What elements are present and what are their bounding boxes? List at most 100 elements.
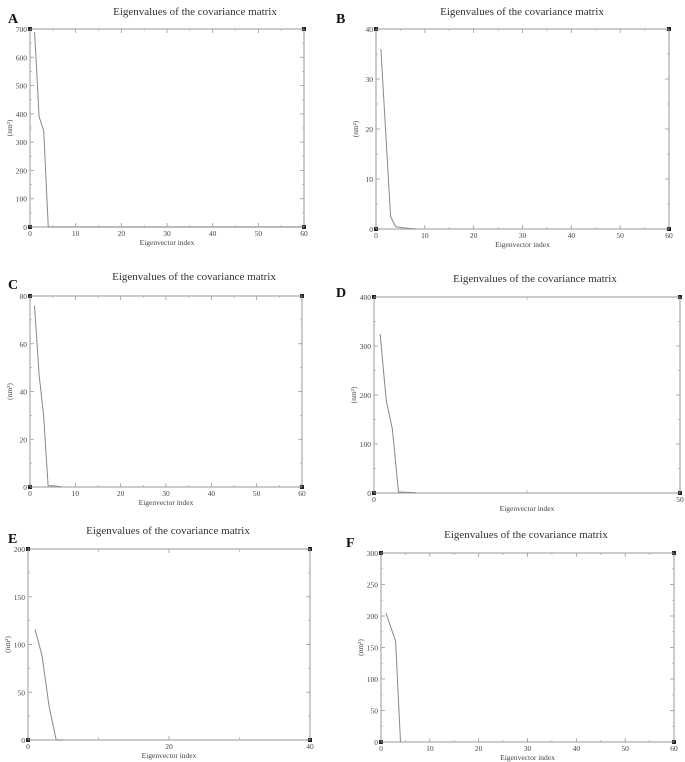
chart-title: Eigenvalues of the covariance matrix (113, 6, 277, 18)
x-tick-label: 20 (470, 231, 478, 240)
x-axis-label: Eigenvector index (495, 240, 550, 249)
x-tick-label: 40 (209, 229, 217, 238)
plot-frame (29, 28, 305, 228)
y-tick-label: 100 (367, 675, 379, 684)
y-axis-label: (nm²) (5, 383, 14, 400)
y-tick-label: 20 (20, 435, 28, 444)
x-tick-label: 20 (165, 742, 173, 751)
x-tick-label: 60 (298, 489, 306, 498)
x-tick-label: 20 (118, 229, 126, 238)
eigenvalue-line (379, 333, 417, 494)
x-tick-label: 0 (28, 229, 32, 238)
panel-letter: C (8, 278, 18, 293)
x-tick-label: 40 (568, 231, 576, 240)
y-tick-label: 40 (366, 25, 374, 34)
y-tick-label: 100 (14, 641, 26, 650)
x-axis-label: Eigenvector index (500, 753, 555, 762)
x-tick-label: 10 (72, 229, 80, 238)
y-tick-label: 0 (374, 738, 378, 747)
y-tick-label: 0 (23, 223, 27, 232)
y-tick-label: 0 (367, 489, 371, 498)
x-tick-label: 10 (421, 231, 429, 240)
plot-frame (373, 296, 681, 494)
y-axis-label: (nm²) (3, 636, 12, 653)
y-tick-label: 200 (14, 545, 26, 554)
panel-letter: A (8, 12, 19, 27)
y-tick-label: 0 (21, 736, 25, 745)
y-tick-label: 50 (18, 688, 26, 697)
eigenvalue-line (34, 629, 64, 741)
x-tick-label: 0 (26, 742, 30, 751)
y-tick-label: 250 (367, 581, 379, 590)
x-tick-label: 20 (117, 489, 125, 498)
chart-title: Eigenvalues of the covariance matrix (112, 271, 276, 283)
x-tick-label: 50 (621, 744, 629, 753)
x-tick-label: 40 (573, 744, 581, 753)
y-tick-label: 200 (367, 612, 379, 621)
panel-e: E Eigenvalues of the covariance matrix 0 50… (3, 525, 314, 760)
x-tick-label: 10 (426, 744, 434, 753)
y-tick-label: 0 (23, 483, 27, 492)
panel-b: B Eigenvalues of the covariance matrix 0 10… (336, 6, 673, 249)
y-tick-label: 300 (16, 138, 28, 147)
x-axis-label: Eigenvector index (142, 751, 197, 760)
y-axis-label: (nm²) (349, 386, 358, 403)
y-tick-label: 200 (360, 391, 372, 400)
x-tick-label: 10 (72, 489, 80, 498)
eigenvalue-line (34, 305, 62, 488)
y-tick-label: 60 (20, 340, 28, 349)
x-axis-label: Eigenvector index (139, 498, 194, 507)
chart-title: Eigenvalues of the covariance matrix (453, 273, 617, 285)
y-tick-label: 80 (20, 292, 28, 301)
y-tick-label: 20 (366, 125, 374, 134)
plot-frame (375, 28, 670, 230)
panel-letter: E (8, 532, 17, 547)
eigenvalue-line (34, 31, 304, 228)
y-tick-label: 0 (369, 225, 373, 234)
x-tick-label: 0 (374, 231, 378, 240)
x-tick-label: 50 (616, 231, 624, 240)
panel-c: C Eigenvalues of the covariance matrix 0 20… (5, 271, 306, 507)
x-tick-label: 60 (670, 744, 678, 753)
chart-title: Eigenvalues of the covariance matrix (444, 529, 608, 541)
x-axis-label: Eigenvector index (500, 504, 555, 513)
y-axis-label: (nm²) (351, 120, 360, 137)
x-tick-label: 20 (475, 744, 483, 753)
plot-frame (29, 295, 303, 488)
x-tick-label: 50 (253, 489, 261, 498)
panel-letter: D (336, 286, 346, 301)
plot-frame (380, 552, 675, 743)
plot-frame (27, 548, 311, 741)
x-tick-label: 30 (524, 744, 532, 753)
y-tick-label: 400 (16, 110, 28, 119)
y-tick-label: 700 (16, 25, 28, 34)
x-tick-label: 50 (255, 229, 263, 238)
y-tick-label: 100 (360, 440, 372, 449)
y-tick-label: 300 (360, 342, 372, 351)
x-tick-label: 30 (519, 231, 527, 240)
y-tick-label: 500 (16, 82, 28, 91)
y-tick-label: 40 (20, 388, 28, 397)
y-tick-label: 150 (14, 593, 26, 602)
x-tick-label: 0 (379, 744, 383, 753)
x-tick-label: 40 (208, 489, 216, 498)
y-tick-label: 30 (366, 75, 374, 84)
y-tick-label: 10 (366, 175, 374, 184)
panel-f: F Eigenvalues of the covariance matrix 0 50… (346, 529, 678, 762)
y-tick-label: 100 (16, 195, 28, 204)
y-tick-label: 600 (16, 53, 28, 62)
y-axis-label: (nm²) (5, 119, 14, 136)
x-tick-label: 60 (665, 231, 673, 240)
panel-letter: F (346, 536, 355, 551)
x-tick-label: 60 (300, 229, 308, 238)
x-axis-label: Eigenvector index (140, 238, 195, 247)
eigenvalue-line (385, 612, 401, 743)
chart-title: Eigenvalues of the covariance matrix (440, 6, 604, 18)
chart-title: Eigenvalues of the covariance matrix (86, 525, 250, 537)
y-tick-label: 300 (367, 549, 379, 558)
y-tick-label: 150 (367, 644, 379, 653)
y-tick-label: 400 (360, 293, 372, 302)
panel-d: D Eigenvalues of the covariance matrix 0 10… (336, 273, 684, 513)
x-tick-label: 40 (306, 742, 314, 751)
